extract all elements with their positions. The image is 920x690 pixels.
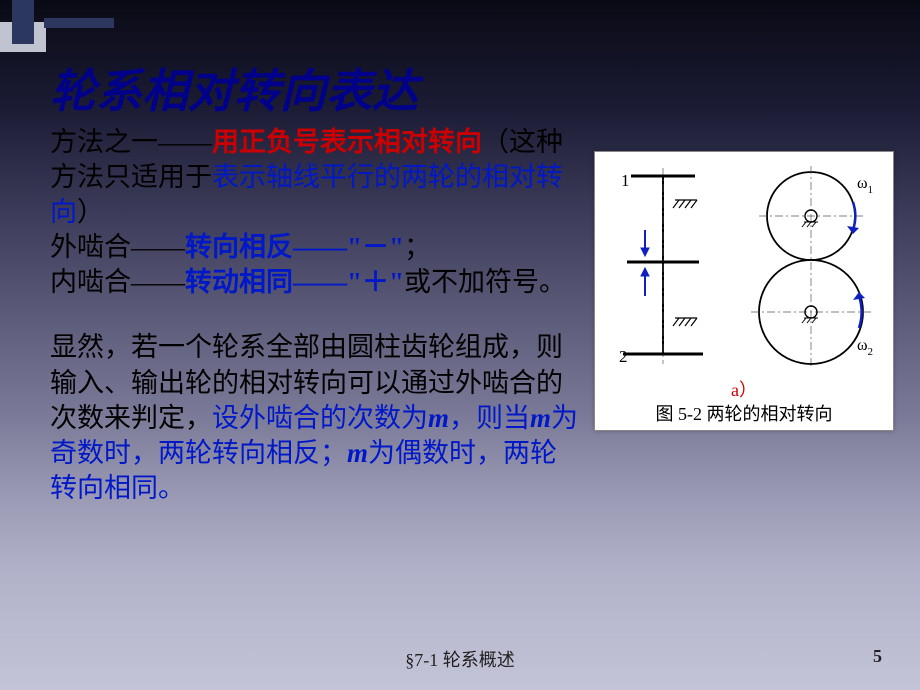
- body-text: 方法之一——用正负号表示相对转向（这种方法只适用于表示轴线平行的两轮的相对转向）…: [50, 125, 580, 506]
- page-number: 5: [873, 646, 882, 667]
- figure-caption: 图 5-2 两轮的相对转向: [595, 400, 893, 426]
- footer-section: §7-1 轮系概述: [405, 650, 515, 670]
- svg-text:ω1: ω1: [857, 175, 873, 196]
- slide-content: 轮系相对转向表达 方法之一——用正负号表示相对转向（这种方法只适用于表示轴线平行…: [50, 55, 890, 635]
- label-1: 1: [621, 171, 630, 190]
- slide-footer: §7-1 轮系概述 5: [0, 646, 920, 672]
- paragraph-2: 外啮合——转向相反——"－"；: [50, 230, 580, 265]
- slide-title: 轮系相对转向表达: [50, 55, 890, 121]
- paragraph-1: 方法之一——用正负号表示相对转向（这种方法只适用于表示轴线平行的两轮的相对转向）: [50, 125, 580, 230]
- paragraph-3: 内啮合——转动相同——"＋"或不加符号。: [50, 265, 580, 300]
- label-2: 2: [619, 347, 628, 366]
- content-row: 方法之一——用正负号表示相对转向（这种方法只适用于表示轴线平行的两轮的相对转向）…: [50, 125, 890, 506]
- svg-text:ω2: ω2: [857, 337, 873, 358]
- paragraph-4: 显然，若一个轮系全部由圆柱齿轮组成，则输入、输出轮的相对转向可以通过外啮合的次数…: [50, 330, 580, 505]
- corner-decoration: [0, 0, 130, 60]
- gear-diagram-svg: 1 2 ω1: [601, 158, 889, 376]
- figure-sublabel: a）: [595, 376, 893, 402]
- figure-5-2: 1 2 ω1: [594, 151, 894, 431]
